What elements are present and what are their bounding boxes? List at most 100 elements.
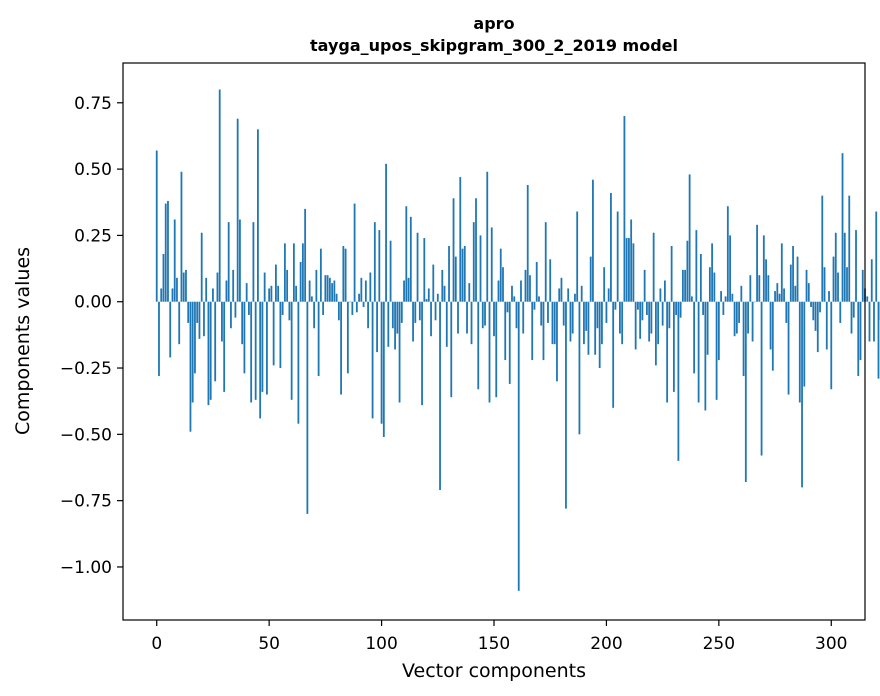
bar-230 (672, 301, 675, 392)
bar-296 (821, 195, 824, 302)
bar-132 (452, 198, 455, 302)
bar-32 (227, 222, 230, 302)
bar-208 (623, 116, 626, 302)
bar-111 (405, 206, 408, 302)
bar-123 (432, 264, 435, 302)
bar-189 (580, 285, 583, 302)
bar-73 (319, 248, 322, 302)
bar-36 (236, 118, 239, 302)
bar-302 (834, 232, 837, 302)
bar-180 (560, 277, 563, 302)
bar-11 (180, 171, 183, 302)
bar-310 (852, 301, 855, 318)
bar-144 (479, 235, 482, 302)
bar-131 (450, 301, 453, 398)
bar-199 (603, 267, 606, 302)
bar-47 (261, 301, 264, 392)
bar-118 (421, 301, 423, 406)
bar-157 (508, 301, 511, 384)
bar-192 (587, 301, 590, 355)
x-tick-label-3: 150 (478, 634, 510, 654)
bar-256 (731, 293, 734, 302)
bar-276 (776, 283, 779, 302)
bar-184 (569, 301, 572, 342)
bar-63 (297, 301, 300, 424)
bar-172 (542, 301, 545, 361)
bar-2 (160, 288, 163, 302)
bar-30 (223, 301, 226, 392)
bar-188 (578, 301, 581, 435)
bar-321 (877, 301, 880, 379)
bar-311 (855, 230, 857, 302)
bar-44 (254, 301, 257, 400)
bar-241 (697, 301, 700, 403)
bar-298 (825, 301, 828, 350)
bar-61 (292, 243, 295, 302)
bar-115 (414, 301, 417, 323)
bar-84 (344, 248, 347, 302)
bar-96 (371, 301, 374, 419)
bar-5 (167, 200, 169, 302)
bar-292 (812, 301, 815, 321)
bar-83 (342, 246, 345, 302)
bar-176 (551, 301, 554, 345)
bar-319 (873, 301, 875, 342)
bar-258 (735, 301, 738, 334)
bar-89 (355, 301, 358, 313)
bar-163 (522, 301, 525, 334)
bar-201 (607, 288, 610, 302)
bar-100 (380, 301, 383, 424)
bar-148 (488, 301, 491, 403)
bar-170 (538, 296, 540, 302)
bar-171 (540, 301, 543, 326)
bar-141 (472, 222, 475, 302)
y-tick-label-1: 0.50 (74, 160, 112, 180)
x-tick-label-6: 300 (815, 634, 847, 654)
bar-260 (740, 285, 743, 302)
bar-262 (744, 301, 747, 483)
bar-308 (848, 195, 851, 302)
bar-70 (313, 301, 316, 329)
bar-320 (875, 211, 878, 302)
y-tick-label-0: 0.75 (74, 94, 112, 114)
bar-79 (333, 280, 336, 302)
bar-9 (176, 277, 178, 302)
bar-197 (598, 301, 601, 369)
bar-282 (789, 264, 792, 302)
bar-221 (652, 232, 655, 302)
bar-209 (625, 238, 628, 302)
bar-279 (783, 288, 785, 302)
bar-237 (688, 174, 691, 302)
bar-16 (191, 301, 194, 403)
bar-87 (351, 301, 354, 315)
bar-314 (861, 269, 864, 302)
bar-112 (407, 277, 410, 302)
bar-286 (798, 301, 801, 403)
bar-181 (562, 301, 565, 326)
bar-140 (470, 301, 473, 345)
bar-270 (762, 235, 765, 302)
bar-31 (225, 280, 228, 302)
bar-138 (466, 301, 468, 334)
bar-82 (340, 301, 342, 395)
bar-244 (704, 301, 707, 411)
bar-198 (601, 301, 603, 345)
bar-271 (765, 259, 767, 302)
bar-78 (331, 283, 334, 302)
bar-269 (760, 301, 763, 456)
bar-64 (299, 261, 302, 302)
bar-206 (619, 301, 621, 334)
bar-20 (200, 232, 203, 302)
bar-239 (693, 301, 696, 374)
bar-160 (515, 301, 518, 329)
bar-274 (771, 301, 774, 371)
bar-125 (436, 293, 439, 302)
bar-263 (747, 301, 749, 334)
bar-223 (657, 301, 660, 345)
bar-130 (448, 246, 450, 302)
bar-46 (259, 301, 262, 419)
bar-261 (742, 301, 745, 376)
bar-74 (322, 301, 325, 315)
bar-173 (544, 222, 547, 302)
bar-110 (403, 280, 405, 302)
